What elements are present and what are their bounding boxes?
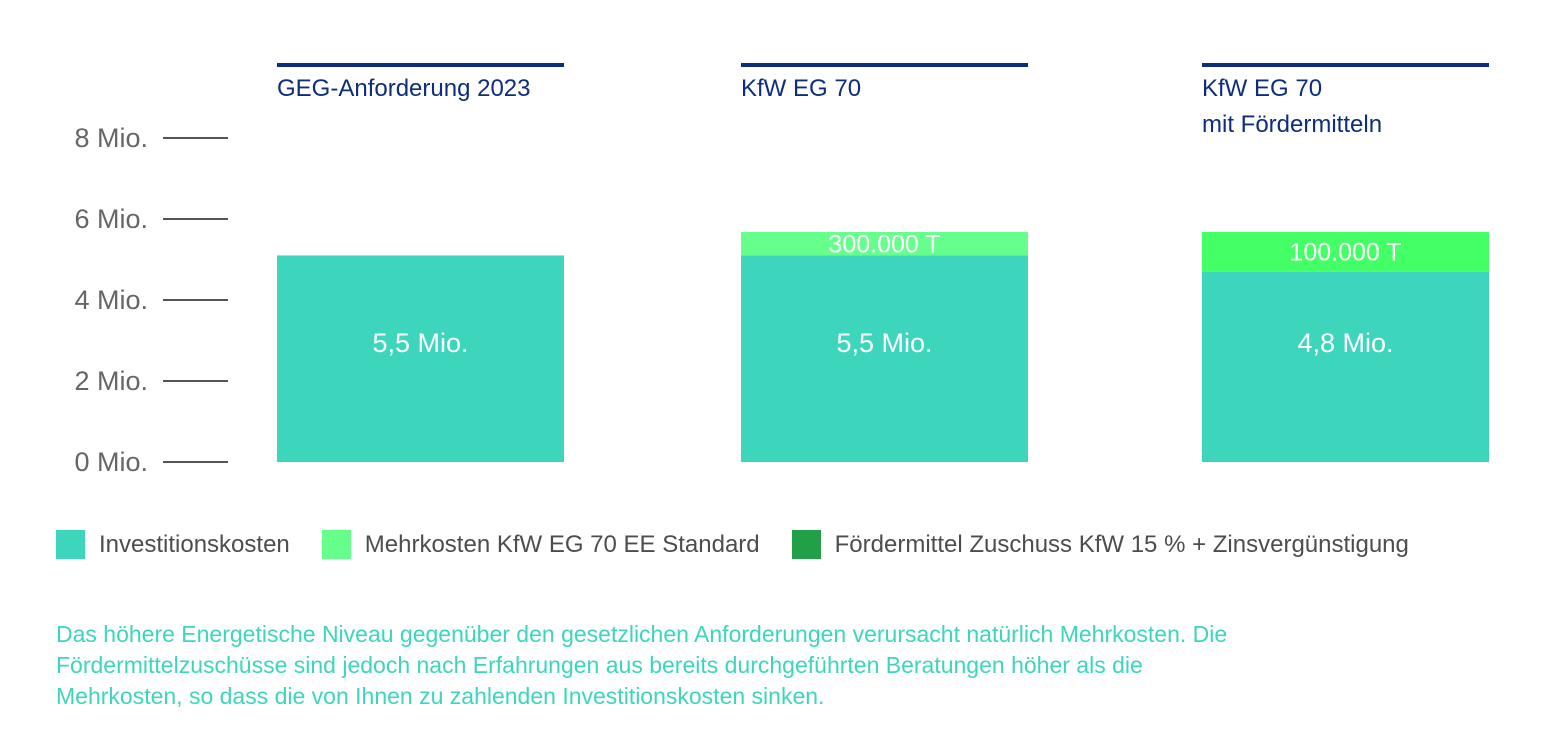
bar-data-label: 300.000 T <box>828 230 940 258</box>
bar-segment-foerdermittel <box>1202 231 1489 272</box>
bar-segment-investitionskosten <box>1202 271 1489 462</box>
legend-label-foerdermittel: Fördermittel Zuschuss KfW 15 % + Zinsver… <box>834 530 1409 558</box>
legend-swatch-mehrkosten <box>321 530 351 559</box>
y-tick-label: 2 Mio. <box>74 366 148 396</box>
y-tick-label: 6 Mio. <box>74 204 148 234</box>
bar-segment-mehrkosten <box>741 231 1028 256</box>
legend-label-mehrkosten: Mehrkosten KfW EG 70 EE Standard <box>364 530 760 558</box>
bar-data-label: 5,5 Mio. <box>836 328 932 358</box>
category-label: mit Fördermitteln <box>1202 111 1382 138</box>
bar-data-label: 5,5 Mio. <box>372 328 468 358</box>
legend-item-foerdermittel: Fördermittel Zuschuss KfW 15 % + Zinsver… <box>791 530 1409 559</box>
legend-swatch-investitionskosten <box>56 530 85 559</box>
bar-segment-investitionskosten <box>277 255 564 462</box>
chart-legend: Investitionskosten Mehrkosten KfW EG 70 … <box>56 530 1409 559</box>
explanatory-note: Das höhere Energetische Niveau gegenüber… <box>56 621 1228 709</box>
y-tick-label: 4 Mio. <box>74 285 148 315</box>
stacked-bar-chart: 0 Mio. 2 Mio. 4 Mio. 6 Mio. 8 Mio. GEG-Anford… <box>74 63 1489 477</box>
bar-data-label: 4,8 Mio. <box>1297 328 1393 358</box>
y-tick-label: 0 Mio. <box>74 447 148 477</box>
legend-swatch-foerdermittel <box>791 530 821 559</box>
legend-item-mehrkosten: Mehrkosten KfW EG 70 EE Standard <box>321 530 760 559</box>
legend-item-investitionskosten: Investitionskosten <box>56 530 290 559</box>
category-label: GEG-Anforderung 2023 <box>277 75 531 102</box>
category-label: KfW EG 70 <box>741 75 861 102</box>
category-label: KfW EG 70 <box>1202 75 1322 102</box>
legend-label-investitionskosten: Investitionskosten <box>99 530 290 558</box>
y-tick-label: 8 Mio. <box>74 123 148 153</box>
bar-segment-investitionskosten <box>741 255 1028 462</box>
bar-data-label: 100.000 T <box>1289 239 1401 267</box>
